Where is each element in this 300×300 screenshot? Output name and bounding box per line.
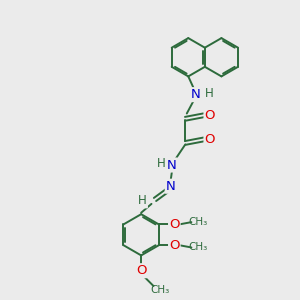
Text: CH₃: CH₃: [189, 242, 208, 253]
Text: O: O: [136, 264, 146, 277]
Text: O: O: [205, 109, 215, 122]
Text: H: H: [138, 194, 147, 207]
Text: O: O: [169, 238, 180, 252]
Text: O: O: [169, 218, 180, 231]
Text: N: N: [166, 180, 176, 193]
Text: O: O: [205, 133, 215, 146]
Text: CH₃: CH₃: [189, 217, 208, 227]
Text: CH₃: CH₃: [151, 285, 170, 295]
Text: N: N: [167, 158, 177, 172]
Text: H: H: [205, 87, 213, 100]
Text: N: N: [191, 88, 200, 101]
Text: H: H: [157, 157, 165, 170]
